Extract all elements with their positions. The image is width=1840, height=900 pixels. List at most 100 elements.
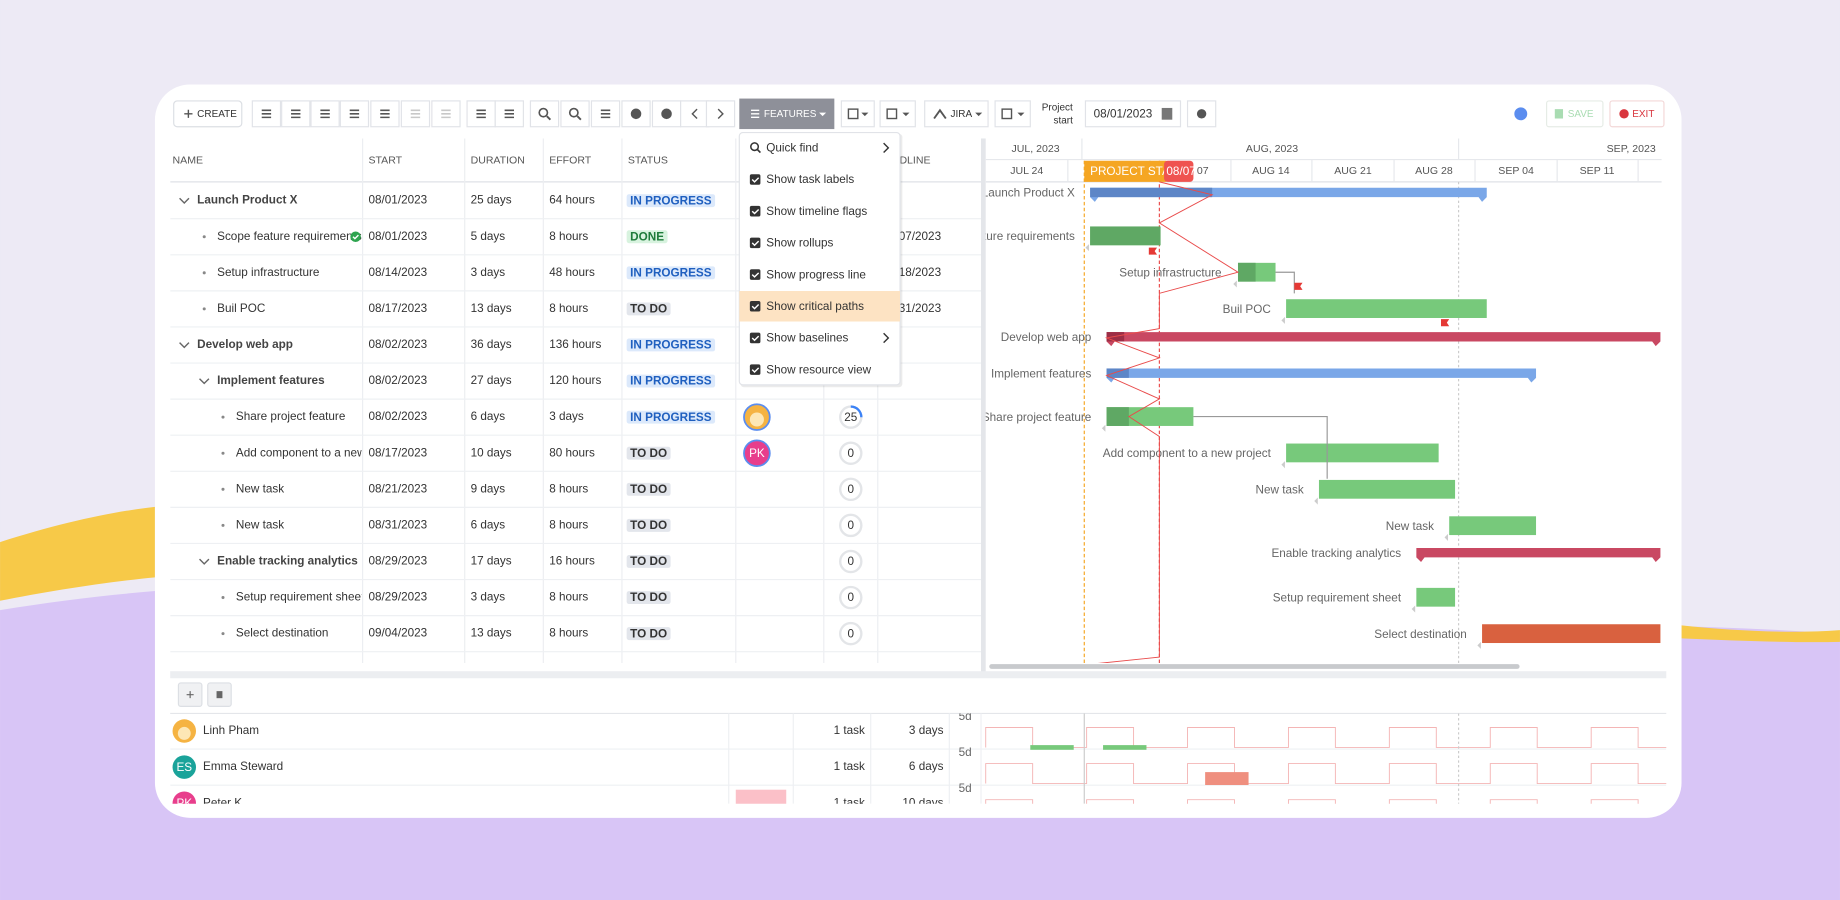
progress-ring (839, 477, 863, 502)
status-badge (626, 518, 671, 532)
baseline-marker (1411, 605, 1416, 613)
effort: 8 hours (549, 518, 588, 531)
menu-item[interactable]: Show baselines (766, 332, 848, 345)
caret (975, 112, 983, 117)
allocation-block (735, 789, 787, 804)
tool-button[interactable] (680, 100, 710, 128)
month-label: AUG, 2023 (1246, 143, 1298, 155)
menu-item[interactable]: Show progress line (766, 268, 866, 281)
duration: 3 days (471, 266, 506, 279)
progress-ring (839, 549, 863, 574)
start-date: 08/21/2023 (369, 482, 428, 495)
chevron-icon (717, 108, 724, 120)
menu-item[interactable]: Show timeline flags (766, 205, 867, 218)
task-name: Develop web app (197, 338, 293, 351)
task-bar (1482, 624, 1661, 644)
dropdown-button[interactable] (879, 100, 916, 128)
tool-button[interactable] (560, 100, 590, 128)
effort: 3 days (549, 410, 584, 423)
tool-button[interactable] (705, 100, 736, 128)
baseline-marker (1314, 497, 1318, 505)
help-icon[interactable] (1514, 107, 1528, 121)
menu-item[interactable]: Show critical paths (766, 300, 864, 313)
progress-arc (839, 405, 863, 429)
bar-label: Share project feature (982, 411, 1091, 424)
dropdown-icon (886, 108, 898, 120)
bar-label: Buil POC (1223, 303, 1272, 316)
app-card (154, 84, 1682, 818)
baseline-marker (1281, 316, 1285, 324)
caret (861, 112, 869, 117)
progress-value: 0 (848, 447, 855, 460)
submenu-chevron (883, 142, 890, 154)
timeline-flag (1148, 247, 1158, 257)
tool-icon (380, 109, 390, 119)
duration: 9 days (471, 482, 506, 495)
expand-chevron[interactable] (179, 342, 190, 349)
save-button[interactable] (1546, 100, 1604, 128)
menu-checkbox[interactable] (749, 269, 761, 280)
round-icon (630, 108, 642, 120)
zoom-icon (546, 115, 552, 121)
tool-icon (476, 109, 486, 119)
caret (1017, 112, 1025, 117)
duration: 17 days (471, 555, 512, 568)
menu-checkbox[interactable] (749, 205, 761, 217)
duration: 27 days (471, 374, 512, 387)
start-date: 08/29/2023 (369, 555, 428, 568)
project-start-label: start (1053, 116, 1073, 127)
menu-checkbox[interactable] (749, 364, 761, 375)
menu-item[interactable]: Quick find (766, 142, 818, 155)
menu-checkbox[interactable] (749, 174, 761, 185)
start-date: 08/01/2023 (369, 194, 428, 207)
menu-item[interactable]: Show resource view (766, 363, 871, 376)
plus-icon (184, 109, 193, 118)
project-start-label: Project (1042, 103, 1073, 114)
menu-checkbox[interactable] (749, 237, 761, 249)
exit-button[interactable] (1609, 100, 1665, 128)
zoom-icon (538, 107, 549, 118)
start-date: 09/04/2023 (369, 627, 428, 640)
create-button[interactable] (173, 100, 243, 128)
task-name: Add component to a new project (236, 446, 405, 459)
zoom-icon (568, 107, 579, 118)
effort: 136 hours (549, 338, 601, 351)
dropdown-icon (1001, 108, 1013, 120)
status-text: TO DO (630, 591, 667, 604)
tool-button[interactable] (529, 100, 560, 128)
menu-item[interactable]: Show rollups (766, 237, 833, 250)
bar-label: Scope feature requirements (930, 230, 1075, 243)
bar-label: New task (1386, 520, 1434, 533)
effort: 64 hours (549, 194, 595, 207)
menu-item[interactable]: Show task labels (766, 173, 854, 186)
column-header: EFFORT (549, 155, 592, 167)
progress-ring (839, 441, 863, 465)
progress-ring (839, 513, 863, 538)
expand-chevron[interactable] (199, 378, 210, 385)
menu-checkbox[interactable] (749, 300, 761, 312)
dropdown-button[interactable] (994, 100, 1031, 128)
status-badge (626, 555, 671, 568)
settings-button[interactable] (1186, 100, 1217, 128)
task-bar (1318, 479, 1456, 499)
expand-chevron[interactable] (199, 558, 210, 565)
bar-label: Enable tracking analytics (1271, 547, 1401, 560)
zoom-icon (576, 115, 582, 121)
week-label: AUG 28 (1415, 165, 1453, 177)
summary-bar (1106, 368, 1537, 383)
menu-checkbox[interactable] (749, 332, 761, 344)
check (751, 367, 760, 373)
status-badge (626, 374, 716, 388)
status-badge (626, 627, 671, 641)
expand-chevron[interactable] (179, 197, 190, 204)
dropdown-icon (847, 108, 859, 120)
week-label: AUG 14 (1252, 165, 1290, 177)
status-badge (626, 230, 668, 244)
bar-label: Implement features (991, 367, 1091, 380)
save-label: SAVE (1568, 109, 1594, 120)
start-date: 08/14/2023 (369, 266, 428, 279)
tool-icon (504, 109, 515, 119)
